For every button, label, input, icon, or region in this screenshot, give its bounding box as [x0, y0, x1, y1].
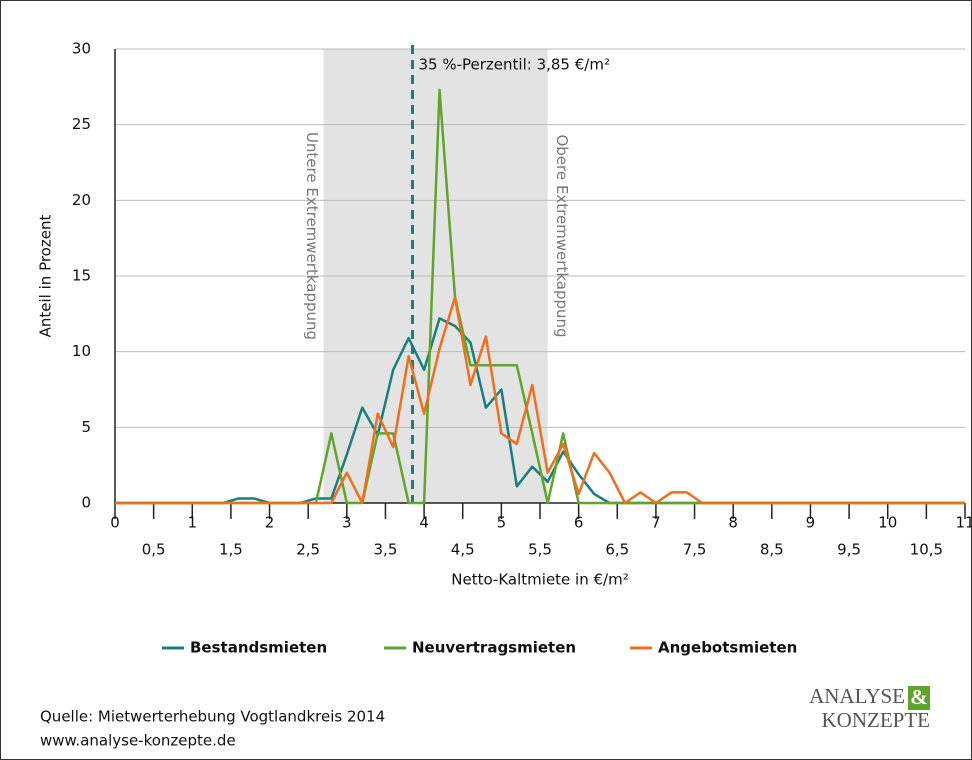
x-tick-label: 4,5	[451, 541, 475, 559]
x-tick-label: 7,5	[683, 541, 707, 559]
legend: Bestandsmieten Neuvertragsmieten Angebotsm…	[162, 639, 797, 657]
x-tick-label: 6	[574, 514, 584, 532]
x-tick-label: 0	[110, 514, 120, 532]
x-tick-label: 2,5	[296, 541, 320, 559]
y-tick-label: 10	[72, 342, 91, 360]
y-tick-label: 25	[72, 115, 91, 133]
x-tick-label: 3,5	[374, 541, 398, 559]
x-tick-label: 10,5	[910, 541, 943, 559]
logo-box	[908, 686, 930, 710]
x-tick-label: 9,5	[837, 541, 861, 559]
logo: KONZEPTE	[822, 708, 931, 732]
legend-label: Bestandsmieten	[190, 639, 327, 657]
x-tick-label: 11	[955, 514, 972, 532]
y-tick-label: 30	[72, 40, 91, 58]
x-tick-label: 1,5	[219, 541, 243, 559]
y-axis-label: Anteil in Prozent	[37, 215, 55, 338]
x-tick-label: 8,5	[760, 541, 784, 559]
y-tick-label: 5	[81, 418, 91, 436]
x-tick-label: 6,5	[605, 541, 629, 559]
x-tick-label: 3	[342, 514, 352, 532]
x-tick-label: 9	[806, 514, 816, 532]
legend-label: Angebotsmieten	[658, 639, 797, 657]
plot	[115, 48, 965, 503]
x-tick-label: 5	[497, 514, 507, 532]
x-tick-label: 2	[265, 514, 275, 532]
logo: ANALYSE	[809, 684, 905, 708]
x-axis-label: Netto-Kaltmiete in €/m²	[451, 571, 628, 589]
band-label: Untere Extremwertkappung	[303, 132, 321, 340]
x-tick-label: 4	[419, 514, 429, 532]
x-tick-label: 7	[651, 514, 661, 532]
y-tick-label: 0	[81, 494, 91, 512]
band-label: Obere Extremwertkappung	[553, 134, 571, 337]
y-tick-label: 15	[72, 267, 91, 285]
series-line	[115, 295, 965, 505]
url: www.analyse-konzepte.de	[40, 732, 236, 750]
x-tick-label: 10	[878, 514, 897, 532]
x-tick-label: 8	[728, 514, 738, 532]
logo-amp: &	[910, 685, 928, 709]
x-tick-label: 0,5	[142, 541, 166, 559]
x-tick-label: 1	[187, 514, 197, 532]
y-tick-label: 20	[72, 191, 91, 209]
source: Quelle: Mietwerterhebung Vogtlandkreis 2…	[40, 708, 385, 726]
legend-label: Neuvertragsmieten	[412, 639, 576, 657]
percentile-label: 35 %-Perzentil: 3,85 €/m²	[419, 56, 610, 74]
x-tick-label: 5,5	[528, 541, 552, 559]
